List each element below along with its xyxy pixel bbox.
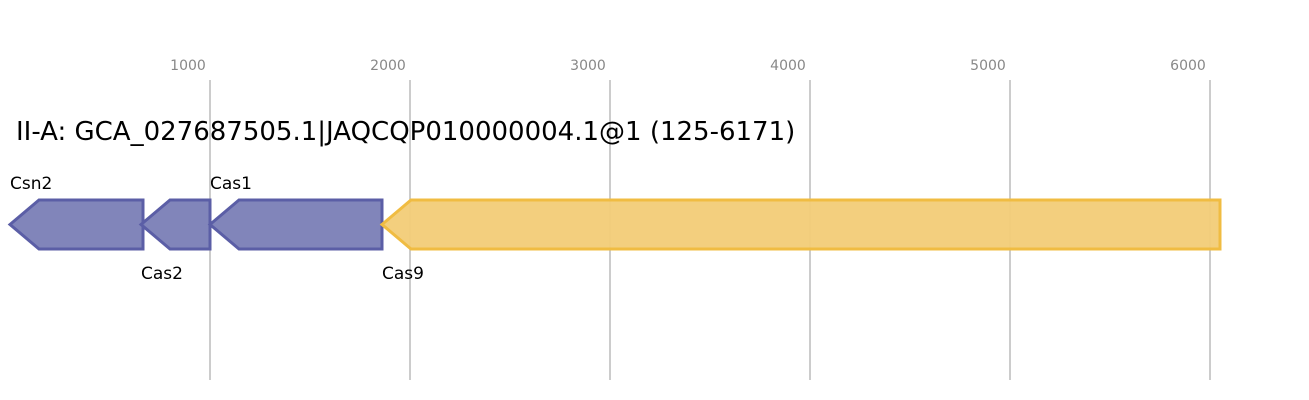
gene-arrow-cas1[interactable] <box>207 198 384 251</box>
gene-arrow-cas9[interactable] <box>379 198 1222 251</box>
tick-label: 6000 <box>1170 58 1206 74</box>
gene-label-csn2: Csn2 <box>10 174 52 194</box>
locus-title: II-A: GCA_027687505.1|JAQCQP010000004.1@… <box>16 117 795 147</box>
genes: Csn2 Cas2 Cas1 Cas9 <box>7 174 1222 284</box>
gene-label-cas2: Cas2 <box>141 264 183 284</box>
tick-label: 3000 <box>570 58 606 74</box>
tick-label: 5000 <box>970 58 1006 74</box>
gene-label-cas1: Cas1 <box>210 174 252 194</box>
tick-label: 1000 <box>170 58 206 74</box>
gene-arrow-csn2[interactable] <box>7 198 145 251</box>
gene-arrow-cas2[interactable] <box>138 198 212 251</box>
gene-label-cas9: Cas9 <box>382 264 424 284</box>
tick-label: 4000 <box>770 58 806 74</box>
tick-label: 2000 <box>370 58 406 74</box>
